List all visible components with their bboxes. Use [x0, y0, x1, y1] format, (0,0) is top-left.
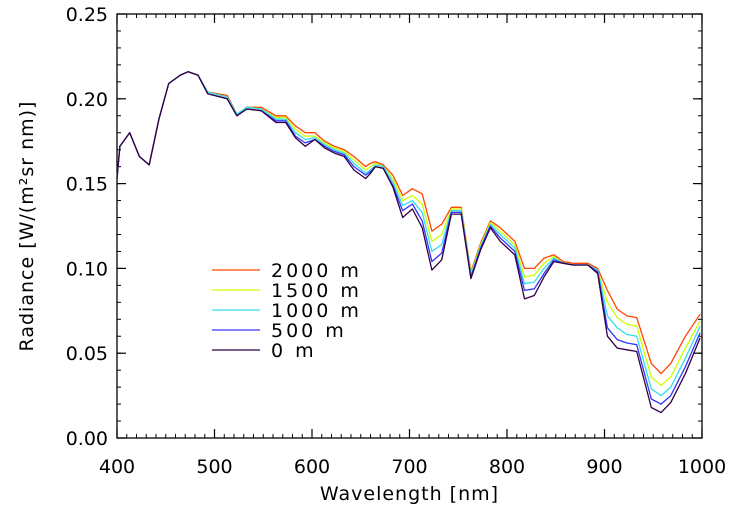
- series-line-1500m: [116, 71, 701, 387]
- legend-label: 1500 m: [271, 280, 362, 302]
- x-tick-label: 400: [99, 456, 135, 478]
- plot-frame: [116, 13, 703, 439]
- y-tick-label: 0.10: [66, 258, 108, 280]
- y-axis-title: Radiance [W/(m²sr nm)]: [16, 101, 38, 352]
- series-line-500m: [116, 71, 701, 405]
- x-tick-label: 500: [196, 456, 232, 478]
- x-tick-label: 900: [586, 456, 622, 478]
- y-tick-label: 0.20: [66, 89, 108, 111]
- x-tick-label: 700: [391, 456, 427, 478]
- x-tick-label: 800: [489, 456, 525, 478]
- legend-label: 2000 m: [271, 260, 362, 282]
- y-tick-label: 0.00: [66, 428, 108, 450]
- legend-label: 0 m: [271, 340, 317, 362]
- series-layer: [116, 71, 701, 414]
- x-axis-title: Wavelength [nm]: [320, 483, 499, 505]
- series-line-0m: [116, 71, 701, 414]
- series-line-2000m: [116, 71, 701, 375]
- x-tick-label: 600: [294, 456, 330, 478]
- axis-ticks: 400 500 600 700 800 900 1000 0.00 0.05 0.10 0.15 0.…: [66, 4, 726, 478]
- legend-label: 1000 m: [271, 300, 362, 322]
- y-tick-label: 0.15: [66, 174, 108, 196]
- y-tick-label: 0.25: [66, 4, 108, 26]
- y-tick-label: 0.05: [66, 343, 108, 365]
- series-line-1000m: [116, 71, 701, 397]
- legend-label: 500 m: [271, 320, 347, 342]
- x-tick-label: 1000: [678, 456, 726, 478]
